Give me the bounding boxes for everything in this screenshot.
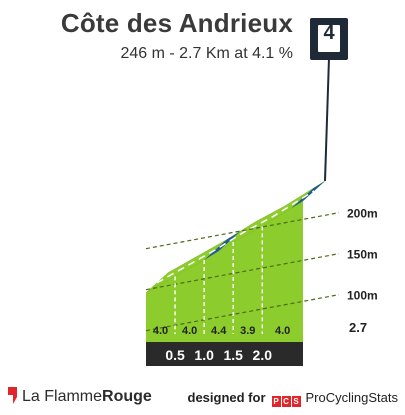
road-highlight-segment [291, 180, 325, 209]
gradient-label: 4.0 [182, 325, 197, 337]
gradient-label: 4.0 [153, 325, 168, 337]
y-gridline [145, 294, 340, 332]
climb-title: Côte des Andrieux [60, 8, 293, 38]
road-center-line [156, 190, 315, 284]
designed-for-text: designed for [187, 390, 266, 405]
distance-strip [146, 342, 303, 366]
chart-layer: 100m 150m 200m 4.0 4.0 4.4 3.9 4.0 0.5 1.0 1.5 2.0 2… [145, 57, 378, 366]
y-gridline [145, 253, 340, 291]
gradient-label: 4.0 [275, 325, 290, 337]
pcs-letter: C [281, 396, 291, 407]
gradient-label: 4.4 [211, 325, 227, 337]
climb-subtitle: 246 m - 2.7 Km at 4.1 % [120, 45, 293, 62]
y-tick-label: 100m [347, 289, 378, 303]
pcs-letter: S [291, 396, 301, 407]
category-label: 4 [323, 22, 335, 44]
y-gridline [145, 212, 340, 250]
km-tick-label: 1.5 [223, 347, 243, 363]
km-tick-label: 1.0 [194, 347, 214, 363]
profile-front-face [146, 200, 303, 342]
gradient-label: 3.9 [240, 325, 255, 337]
km-tick-label: 0.5 [165, 347, 185, 363]
pcs-name-text: ProCyclingStats [305, 390, 398, 405]
category-badge-inner [318, 25, 340, 52]
end-distance-label: 2.7 [349, 320, 367, 335]
brand-left-text: La Flamme [22, 388, 103, 405]
y-tick-label: 200m [347, 207, 378, 221]
flame-rouge-icon [8, 387, 17, 404]
summit-pole [324, 57, 330, 181]
procyclingstats-credit: designed for P C S ProCyclingStats [187, 390, 398, 407]
category-badge: 4 [310, 18, 348, 60]
y-tick-label: 150m [347, 248, 378, 262]
pcs-letter: P [271, 396, 281, 407]
brand-right-text: Rouge [102, 388, 152, 405]
profile-chart: 100m 150m 200m 4.0 4.0 4.4 3.9 4.0 0.5 1.0 1.5 2.0 2… [145, 57, 378, 366]
la-flamme-rouge-brand: La FlammeRouge [6, 387, 152, 406]
km-tick-label: 2.0 [253, 347, 273, 363]
